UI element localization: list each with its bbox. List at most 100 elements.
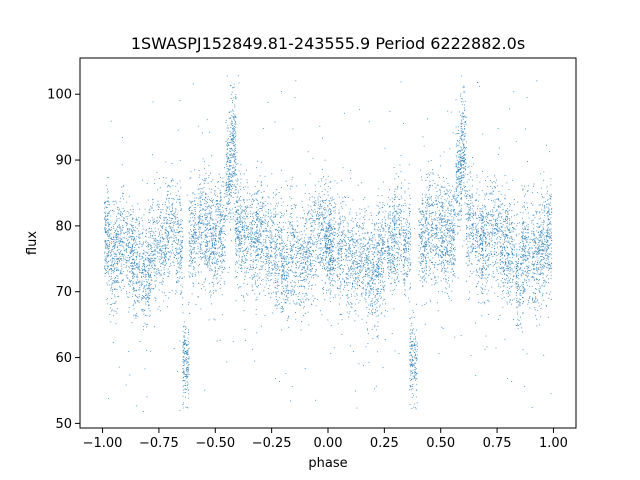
data-point xyxy=(257,180,259,182)
data-point xyxy=(179,276,181,278)
data-point xyxy=(307,273,309,275)
data-point xyxy=(204,219,206,220)
data-point xyxy=(182,346,184,348)
data-point xyxy=(221,249,223,251)
data-point xyxy=(235,231,237,233)
data-point xyxy=(153,271,155,273)
data-point xyxy=(135,294,136,296)
data-point xyxy=(107,235,109,237)
data-point xyxy=(243,187,245,188)
data-point xyxy=(111,286,113,288)
data-point xyxy=(235,174,237,176)
data-point xyxy=(214,255,216,257)
data-point xyxy=(122,288,124,290)
data-point xyxy=(324,202,326,204)
data-point xyxy=(294,240,296,242)
data-point xyxy=(215,230,217,232)
data-point xyxy=(131,238,133,240)
data-point xyxy=(275,211,277,213)
data-point xyxy=(149,310,151,312)
data-point xyxy=(229,173,231,175)
data-point xyxy=(240,199,242,201)
data-point xyxy=(135,264,137,266)
data-point xyxy=(294,236,296,238)
data-point xyxy=(109,228,111,230)
data-point xyxy=(296,220,298,222)
data-point xyxy=(254,272,256,274)
data-point xyxy=(235,135,237,137)
data-point xyxy=(133,314,135,316)
data-point xyxy=(286,319,288,321)
data-point xyxy=(188,250,190,252)
data-point xyxy=(232,102,233,104)
data-point xyxy=(269,240,271,241)
data-point xyxy=(191,256,192,258)
data-point xyxy=(317,204,319,206)
data-point xyxy=(290,243,291,245)
data-point xyxy=(282,311,284,312)
data-point xyxy=(148,258,150,260)
data-point xyxy=(145,298,147,300)
data-point xyxy=(118,252,120,253)
data-point xyxy=(236,183,238,185)
data-point xyxy=(247,229,249,231)
data-point xyxy=(228,184,230,186)
data-point xyxy=(198,197,200,199)
data-point xyxy=(258,269,260,271)
data-point xyxy=(234,229,236,231)
data-point xyxy=(192,83,194,85)
data-point xyxy=(183,373,185,375)
data-point xyxy=(280,301,282,303)
data-point xyxy=(123,254,125,256)
data-point xyxy=(174,254,175,256)
data-point xyxy=(258,235,260,237)
data-point xyxy=(169,223,171,224)
data-point xyxy=(105,242,107,244)
data-point xyxy=(109,241,111,243)
data-point xyxy=(235,232,236,234)
data-point xyxy=(278,192,280,193)
data-point xyxy=(211,240,213,242)
data-point xyxy=(290,291,292,293)
data-point xyxy=(309,173,311,175)
data-point xyxy=(121,253,123,255)
data-point xyxy=(177,281,179,283)
data-point xyxy=(107,200,109,202)
data-point xyxy=(176,201,178,203)
data-point xyxy=(105,224,107,226)
data-point xyxy=(187,367,189,369)
data-point xyxy=(153,210,155,212)
data-point xyxy=(191,259,193,261)
data-point xyxy=(119,252,121,254)
data-point xyxy=(134,246,136,248)
data-point xyxy=(229,180,231,182)
data-point xyxy=(320,262,322,264)
data-point xyxy=(131,221,133,223)
data-point xyxy=(114,268,116,270)
data-point xyxy=(241,267,242,269)
data-point xyxy=(295,231,297,233)
data-point xyxy=(165,227,167,229)
data-point xyxy=(228,187,230,189)
data-point xyxy=(183,380,185,381)
data-point xyxy=(261,266,263,268)
data-point xyxy=(136,313,137,315)
data-point xyxy=(247,226,249,228)
data-point xyxy=(204,180,206,182)
data-point xyxy=(116,228,118,230)
data-point xyxy=(149,231,151,233)
data-point xyxy=(233,141,235,143)
data-point xyxy=(149,254,151,256)
data-point xyxy=(318,195,320,197)
data-point xyxy=(299,275,300,277)
data-point xyxy=(257,216,259,218)
data-point xyxy=(169,292,171,293)
data-point xyxy=(113,262,115,264)
data-point xyxy=(205,254,206,256)
data-point xyxy=(214,244,216,246)
data-point xyxy=(214,238,216,240)
data-point xyxy=(149,259,151,261)
data-point xyxy=(173,233,175,235)
data-point xyxy=(185,396,186,398)
data-point xyxy=(223,260,225,262)
